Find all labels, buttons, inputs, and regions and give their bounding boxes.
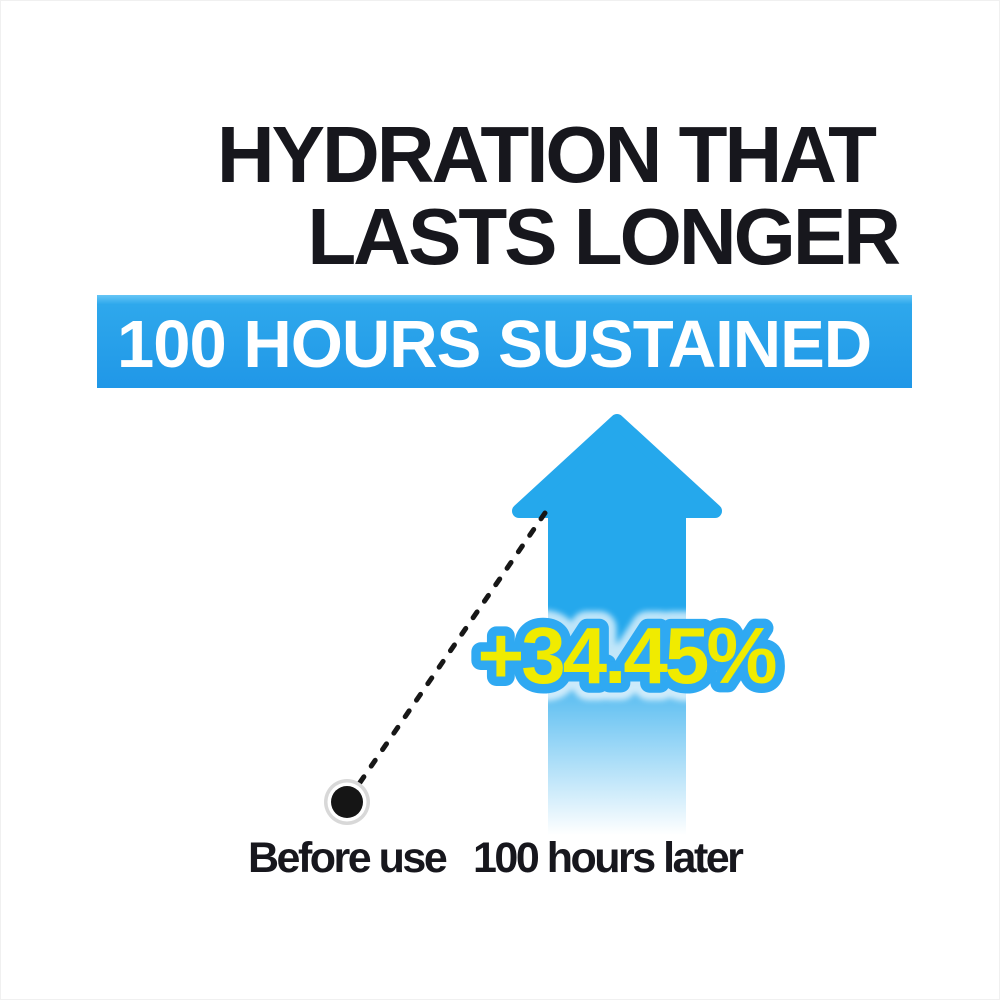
arrow-shaft	[548, 505, 686, 835]
increase-arrow	[512, 414, 722, 835]
marker-dot	[331, 786, 363, 818]
title-line-2: LASTS LONGER	[307, 192, 901, 281]
title-line-1: HYDRATION THAT	[216, 110, 877, 199]
claim-banner-label: 100 HOURS SUSTAINED	[117, 307, 872, 382]
arrow-head	[512, 414, 722, 518]
label-100-hours-later: 100 hours later	[473, 834, 744, 882]
before-use-marker-icon	[324, 779, 370, 825]
increase-percentage: +34.45% +34.45%	[460, 594, 796, 717]
increase-percentage-value: +34.45%	[477, 611, 776, 700]
increase-percentage-halo: +34.45%	[477, 611, 776, 700]
trend-dotted-line	[347, 510, 548, 800]
claim-banner: 100 HOURS SUSTAINED	[97, 295, 912, 388]
label-before-use: Before use	[248, 834, 448, 882]
